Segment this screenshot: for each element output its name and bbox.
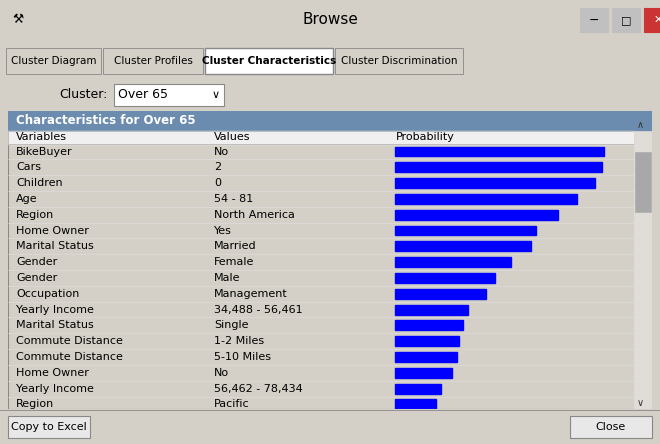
- Text: Cluster Discrimination: Cluster Discrimination: [341, 56, 457, 66]
- FancyBboxPatch shape: [6, 48, 101, 74]
- Text: Home Owner: Home Owner: [16, 226, 89, 236]
- Bar: [395, 257, 511, 267]
- Text: 1-2 Miles: 1-2 Miles: [214, 336, 265, 346]
- Text: Commute Distance: Commute Distance: [16, 336, 123, 346]
- Bar: [395, 368, 452, 378]
- Text: Male: Male: [214, 273, 241, 283]
- Text: □: □: [621, 15, 631, 25]
- Text: 34,488 - 56,461: 34,488 - 56,461: [214, 305, 303, 315]
- Text: Female: Female: [214, 257, 255, 267]
- Bar: [612, 8, 640, 32]
- Text: Children: Children: [16, 178, 63, 188]
- Bar: [8, 131, 634, 143]
- Bar: [395, 321, 463, 330]
- Text: Cars: Cars: [16, 163, 41, 172]
- Text: −: −: [589, 13, 599, 27]
- Text: Yearly Income: Yearly Income: [16, 384, 94, 394]
- Text: Home Owner: Home Owner: [16, 368, 89, 378]
- Bar: [395, 336, 459, 346]
- Bar: [395, 226, 536, 235]
- Text: Region: Region: [16, 400, 54, 409]
- Text: Characteristics for Over 65: Characteristics for Over 65: [16, 115, 195, 127]
- Text: Married: Married: [214, 242, 257, 251]
- Bar: [395, 305, 468, 314]
- Text: Yearly Income: Yearly Income: [16, 305, 94, 315]
- Bar: [580, 8, 608, 32]
- Bar: [635, 152, 651, 212]
- FancyBboxPatch shape: [8, 416, 90, 438]
- Text: Over 65: Over 65: [118, 88, 168, 101]
- Text: Occupation: Occupation: [16, 289, 79, 299]
- Text: Age: Age: [16, 194, 38, 204]
- Text: Cluster:: Cluster:: [59, 88, 108, 101]
- Text: Region: Region: [16, 210, 54, 220]
- Bar: [634, 131, 652, 409]
- Text: 54 - 81: 54 - 81: [214, 194, 253, 204]
- Bar: [395, 147, 604, 156]
- Text: Gender: Gender: [16, 257, 57, 267]
- FancyBboxPatch shape: [335, 48, 463, 74]
- Text: ∨: ∨: [212, 90, 220, 100]
- Bar: [395, 384, 441, 393]
- Bar: [8, 131, 634, 143]
- Bar: [395, 400, 436, 409]
- Text: No: No: [214, 147, 230, 156]
- FancyBboxPatch shape: [114, 84, 224, 106]
- Text: 2: 2: [214, 163, 221, 172]
- Bar: [395, 352, 457, 362]
- Bar: [395, 289, 486, 299]
- Bar: [395, 194, 577, 204]
- Text: ∧: ∧: [636, 120, 644, 130]
- Bar: [395, 242, 531, 251]
- Text: ✕: ✕: [653, 15, 660, 25]
- Text: Single: Single: [214, 321, 249, 330]
- Text: ⚒: ⚒: [13, 13, 24, 27]
- Text: Gender: Gender: [16, 273, 57, 283]
- Text: Commute Distance: Commute Distance: [16, 352, 123, 362]
- Text: Yes: Yes: [214, 226, 232, 236]
- Text: Close: Close: [596, 422, 626, 432]
- Text: No: No: [214, 368, 230, 378]
- Text: Cluster Diagram: Cluster Diagram: [11, 56, 96, 66]
- Bar: [395, 163, 601, 172]
- Bar: [8, 111, 652, 131]
- Text: Cluster Profiles: Cluster Profiles: [114, 56, 193, 66]
- Text: Probability: Probability: [395, 132, 454, 142]
- Text: BikeBuyer: BikeBuyer: [16, 147, 73, 156]
- FancyBboxPatch shape: [570, 416, 652, 438]
- Text: ∨: ∨: [636, 398, 644, 408]
- Text: Marital Status: Marital Status: [16, 321, 94, 330]
- Text: Pacific: Pacific: [214, 400, 250, 409]
- Text: 56,462 - 78,434: 56,462 - 78,434: [214, 384, 303, 394]
- Text: Variables: Variables: [16, 132, 67, 142]
- Bar: [644, 8, 660, 32]
- Text: 5-10 Miles: 5-10 Miles: [214, 352, 271, 362]
- Text: Browse: Browse: [302, 12, 358, 28]
- Bar: [395, 210, 558, 220]
- Text: Cluster Characteristics: Cluster Characteristics: [202, 56, 336, 66]
- FancyBboxPatch shape: [103, 48, 203, 74]
- FancyBboxPatch shape: [205, 48, 333, 74]
- Text: Marital Status: Marital Status: [16, 242, 94, 251]
- Text: Copy to Excel: Copy to Excel: [11, 422, 87, 432]
- Bar: [395, 273, 495, 283]
- Text: Management: Management: [214, 289, 288, 299]
- Text: North America: North America: [214, 210, 295, 220]
- Bar: [395, 178, 595, 188]
- Text: 0: 0: [214, 178, 221, 188]
- Text: Values: Values: [214, 132, 251, 142]
